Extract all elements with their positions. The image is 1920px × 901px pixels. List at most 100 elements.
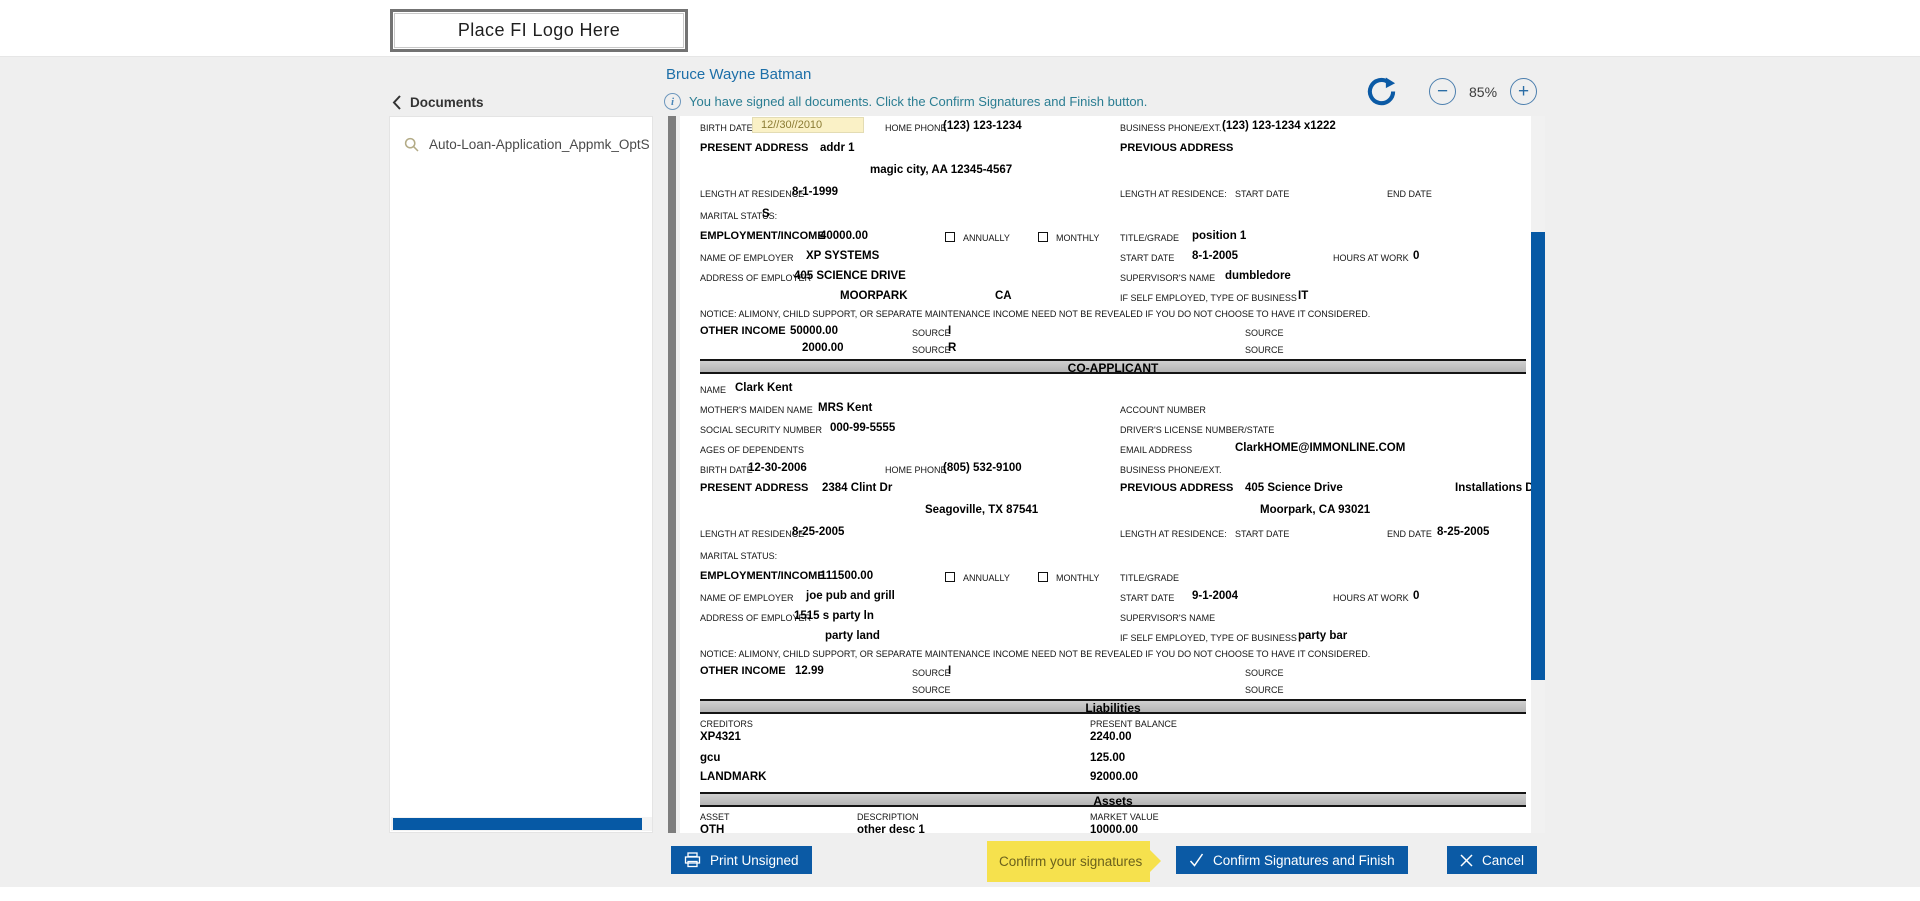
plus-icon: + — [1517, 81, 1530, 102]
cancel-button[interactable]: Cancel — [1447, 846, 1538, 874]
back-chevron-icon[interactable] — [392, 95, 401, 110]
confirm-signatures-finish-button[interactable]: Confirm Signatures and Finish — [1176, 846, 1408, 874]
sidebar-hscrollbar-thumb[interactable] — [393, 818, 642, 830]
info-banner: i You have signed all documents. Click t… — [664, 93, 1147, 110]
tooltip-arrow — [1150, 850, 1162, 872]
coapplicant-present-address: 2384 Clint Dr — [822, 482, 893, 494]
self-employed-label: IF SELF EMPLOYED, TYPE OF BUSINESS — [1120, 293, 1297, 303]
end-date-label: END DATE — [1387, 529, 1432, 539]
alimony-notice: NOTICE: ALIMONY, CHILD SUPPORT, OR SEPAR… — [700, 649, 1371, 659]
applicant-title-grade: position 1 — [1192, 230, 1247, 242]
coapplicant-address-city-row: Seagoville, TX 87541 Moorpark, CA 93021 — [700, 500, 1526, 522]
coapplicant-home-phone: (805) 532-9100 — [943, 462, 1022, 474]
applicant-employment-row: EMPLOYMENT/INCOME 40000.00 ANNUALLY MONT… — [700, 226, 1526, 246]
applicant-address-row: PRESENT ADDRESS addr 1 PREVIOUS ADDRESS — [700, 138, 1526, 160]
length-at-residence-prev-label: LENGTH AT RESIDENCE: — [1120, 529, 1227, 539]
monthly-checkbox[interactable] — [1038, 572, 1048, 582]
applicant-employer: XP SYSTEMS — [806, 250, 880, 262]
previous-address-label: PREVIOUS ADDRESS — [1120, 482, 1234, 494]
mothers-maiden-name-label: MOTHER'S MAIDEN NAME — [700, 405, 813, 415]
applicant-notice-row: NOTICE: ALIMONY, CHILD SUPPORT, OR SEPAR… — [700, 306, 1526, 321]
employment-start-label: START DATE — [1120, 593, 1175, 603]
coapplicant-maiden-row: MOTHER'S MAIDEN NAME MRS Kent ACCOUNT NU… — [700, 398, 1526, 418]
info-icon: i — [664, 93, 681, 110]
asset-description: other desc 1 — [857, 824, 925, 833]
length-at-residence-prev-label: LENGTH AT RESIDENCE: — [1120, 189, 1227, 199]
applicant-employer-address-row: ADDRESS OF EMPLOYER 405 SCIENCE DRIVE SU… — [700, 266, 1526, 286]
coapplicant-self-employed-business: party bar — [1298, 630, 1348, 642]
applicant-employer-city: MOORPARK — [840, 290, 908, 302]
asset-row: OTH other desc 1 10000.00 — [700, 824, 1526, 833]
refresh-button[interactable] — [1366, 76, 1397, 107]
coapplicant-previous-address-city: Moorpark, CA 93021 — [1260, 504, 1371, 516]
zoom-out-button[interactable]: − — [1429, 78, 1456, 105]
print-unsigned-button[interactable]: Print Unsigned — [671, 846, 812, 874]
market-value-label: MARKET VALUE — [1090, 812, 1159, 822]
zoom-in-button[interactable]: + — [1510, 78, 1538, 105]
alimony-notice: NOTICE: ALIMONY, CHILD SUPPORT, OR SEPAR… — [700, 309, 1371, 319]
coapplicant-maiden-name: MRS Kent — [818, 402, 873, 414]
viewer-vscrollbar-track[interactable] — [1531, 116, 1545, 833]
description-label: DESCRIPTION — [857, 812, 919, 822]
employment-start-label: START DATE — [1120, 253, 1175, 263]
coapplicant-present-address-city: Seagoville, TX 87541 — [925, 504, 1039, 516]
applicant-income-source-1: I — [948, 325, 952, 337]
coapplicant-employer-city: party land — [825, 630, 880, 642]
check-icon — [1189, 853, 1204, 867]
applicant-income-source-2: R — [948, 342, 957, 354]
coapplicant-employment-row: EMPLOYMENT/INCOME 111500.00 ANNUALLY MON… — [700, 566, 1526, 586]
source-label: SOURCE — [912, 345, 951, 355]
document-item-label: Auto-Loan-Application_Appmk_OptS — [429, 137, 650, 152]
applicant-present-address-city: magic city, AA 12345-4567 — [870, 164, 1013, 176]
present-balance-label: PRESENT BALANCE — [1090, 719, 1177, 729]
printer-icon — [684, 852, 701, 868]
source-label: SOURCE — [912, 668, 951, 678]
liabilities-header-row: CREDITORS PRESENT BALANCE — [700, 718, 1526, 731]
coapplicant-income: 111500.00 — [820, 570, 874, 582]
document-list-item[interactable]: Auto-Loan-Application_Appmk_OptS — [404, 137, 652, 152]
documents-header[interactable]: Documents — [392, 95, 484, 110]
source-label: SOURCE — [1245, 668, 1284, 678]
title-grade-label: TITLE/GRADE — [1120, 573, 1180, 583]
hours-at-work-label: HOURS AT WORK — [1333, 593, 1409, 603]
address-of-employer-label: ADDRESS OF EMPLOYER — [700, 613, 812, 623]
coapplicant-employer-row: NAME OF EMPLOYER joe pub and grill START… — [700, 586, 1526, 606]
coapplicant-employer: joe pub and grill — [806, 590, 895, 602]
asset-type: OTH — [700, 824, 725, 833]
present-address-label: PRESENT ADDRESS — [700, 142, 809, 154]
cancel-label: Cancel — [1482, 852, 1525, 868]
co-applicant-section-header: CO-APPLICANT — [700, 359, 1526, 375]
asset-label: ASSET — [700, 812, 730, 822]
monthly-checkbox[interactable] — [1038, 232, 1048, 242]
annually-checkbox[interactable] — [945, 232, 955, 242]
applicant-home-phone: (123) 123-1234 — [943, 120, 1022, 132]
viewer-left-scrollbar[interactable] — [668, 116, 676, 833]
coapplicant-ssn: 000-99-5555 — [830, 422, 896, 434]
viewer-vscrollbar-thumb[interactable] — [1531, 232, 1545, 680]
bottom-strip — [0, 887, 1920, 901]
name-label: NAME — [700, 385, 727, 395]
present-address-label: PRESENT ADDRESS — [700, 482, 809, 494]
annually-checkbox[interactable] — [945, 572, 955, 582]
coapplicant-birth-phone-row: BIRTH DATE 12-30-2006 HOME PHONE (805) 5… — [700, 458, 1526, 478]
assets-header-row: ASSET DESCRIPTION MARKET VALUE — [700, 811, 1526, 824]
coapplicant-notice-row: NOTICE: ALIMONY, CHILD SUPPORT, OR SEPAR… — [700, 646, 1526, 661]
coapplicant-birth-date: 12-30-2006 — [748, 462, 807, 474]
coapplicant-employer-address-row: ADDRESS OF EMPLOYER 1515 s party ln SUPE… — [700, 606, 1526, 626]
length-at-residence-label: LENGTH AT RESIDENCE — [700, 529, 805, 539]
liability-balance: 125.00 — [1090, 752, 1126, 764]
applicant-length-at-residence: 8-1-1999 — [792, 186, 839, 198]
applicant-business-phone: (123) 123-1234 x1222 — [1222, 120, 1336, 132]
documents-title: Documents — [410, 95, 484, 110]
document-list-panel: Auto-Loan-Application_Appmk_OptS — [389, 116, 653, 833]
viewer-controls: − 85% + — [1366, 76, 1538, 107]
fi-logo-text: Place FI Logo Here — [457, 20, 621, 40]
sidebar-hscrollbar-track[interactable] — [391, 817, 652, 831]
applicant-birth-date-field[interactable]: 12//30//2010 — [752, 117, 864, 133]
applicant-address-city-row: magic city, AA 12345-4567 — [700, 160, 1526, 182]
hours-at-work-label: HOURS AT WORK — [1333, 253, 1409, 263]
coapplicant-email: ClarkHOME@IMMONLINE.COM — [1235, 442, 1406, 454]
applicant-present-address: addr 1 — [820, 142, 855, 154]
creditors-label: CREDITORS — [700, 719, 753, 729]
